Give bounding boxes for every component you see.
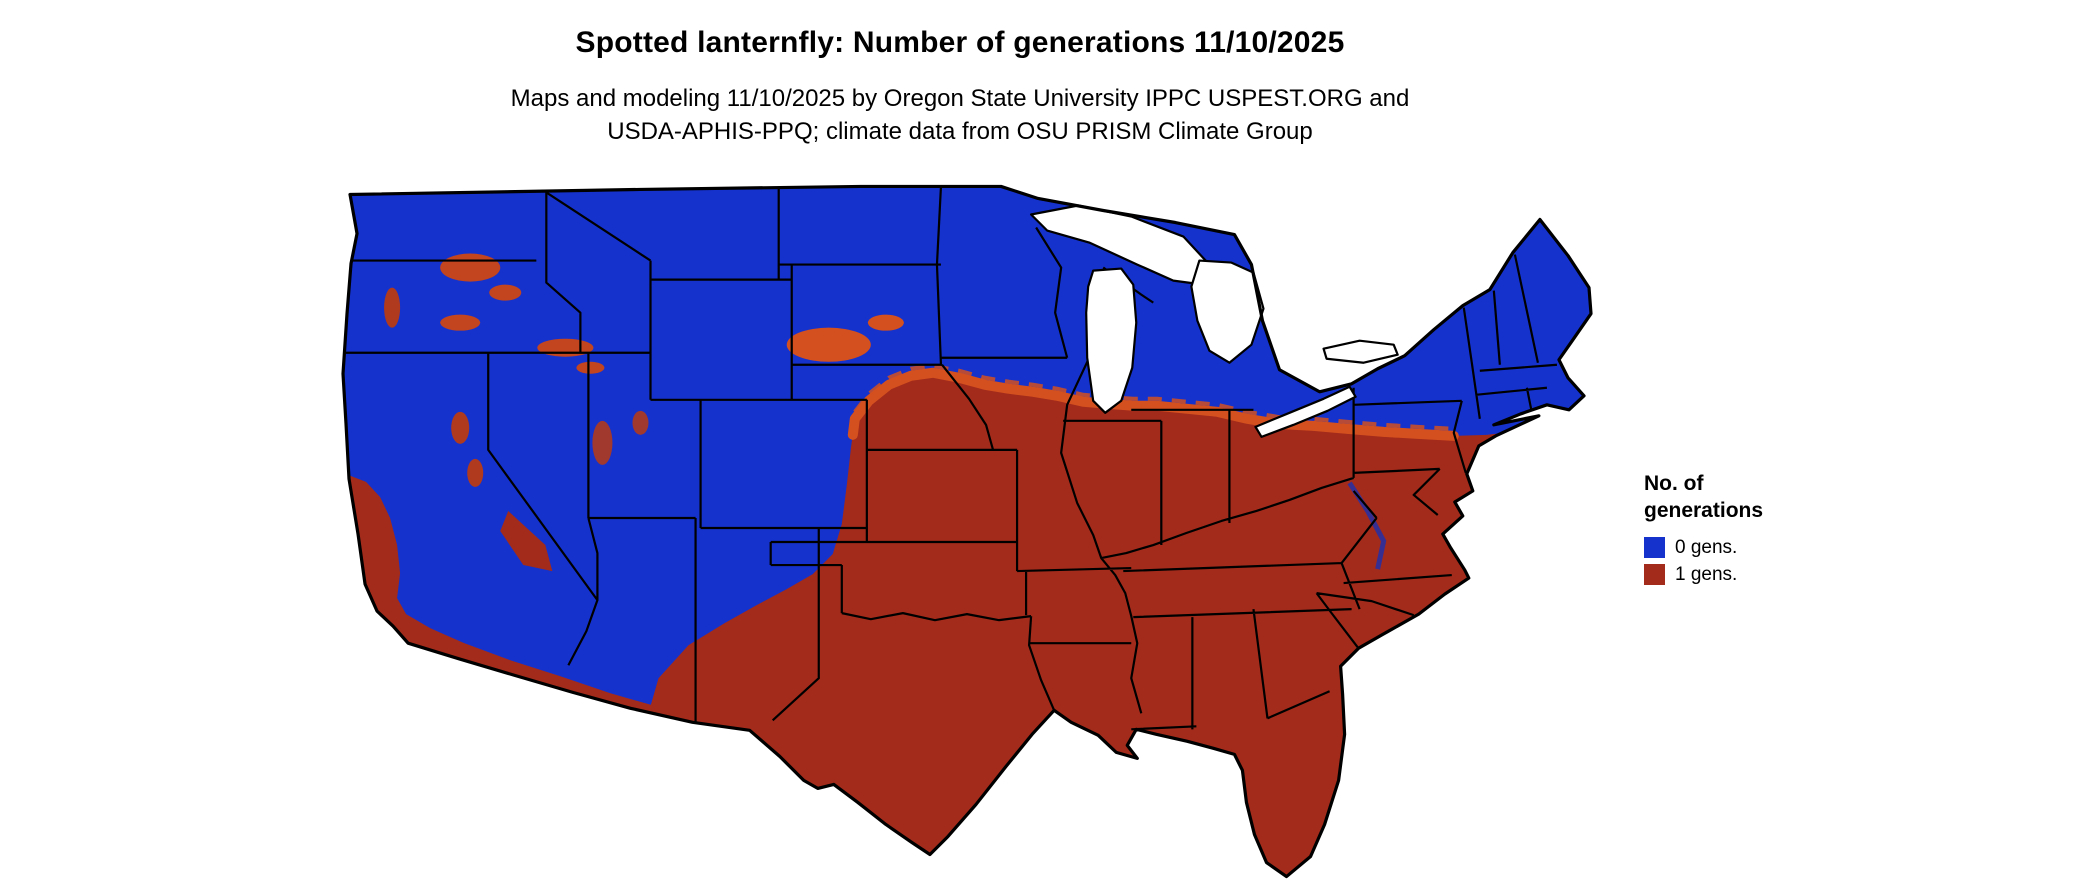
legend-label-0-gens: 0 gens.: [1675, 537, 1738, 558]
us-generations-map: [340, 172, 1594, 884]
region-one-generation-s-nevada: [500, 510, 553, 572]
legend-items: 0 gens. 1 gens.: [1644, 534, 1944, 588]
lake-erie: [1254, 385, 1357, 438]
legend-title-line-2: generations: [1644, 499, 1764, 522]
legend-item-1-gens: 1 gens.: [1644, 561, 1944, 588]
great-lakes: [1030, 204, 1399, 438]
legend-title: No. of generations: [1644, 470, 1944, 524]
us-map-outline: [341, 184, 1593, 879]
legend-item-0-gens: 0 gens.: [1644, 534, 1944, 561]
transition-patches-west: [384, 253, 904, 487]
subtitle-line-2: USDA-APHIS-PPQ; climate data from OSU PR…: [607, 118, 1313, 145]
subtitle-line-1: Maps and modeling 11/10/2025 by Oregon S…: [510, 85, 1410, 112]
lake-ontario: [1322, 339, 1399, 364]
legend-swatch-0-gens: [1644, 537, 1665, 558]
us-map-svg: [341, 184, 1593, 879]
legend-swatch-1-gens: [1644, 564, 1665, 585]
state-borders: [344, 186, 1558, 731]
page-title: Spotted lanternfly: Number of generation…: [575, 26, 1345, 59]
figure-subtitle: Maps and modeling 11/10/2025 by Oregon S…: [250, 82, 1670, 148]
map-legend: No. of generations 0 gens. 1 gens.: [1644, 470, 1944, 588]
lake-michigan: [1085, 267, 1138, 414]
lake-huron: [1190, 259, 1265, 364]
legend-label-1-gens: 1 gens.: [1675, 564, 1738, 585]
legend-title-line-1: No. of: [1644, 472, 1704, 495]
